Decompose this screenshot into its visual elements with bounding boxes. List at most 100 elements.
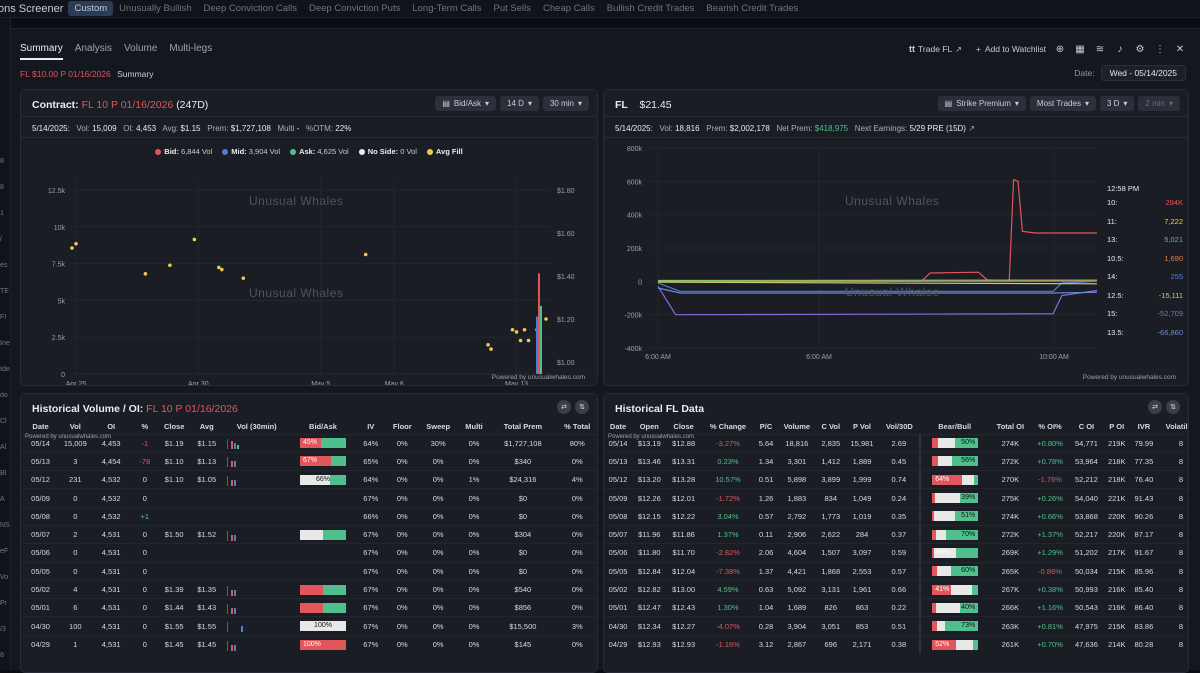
strike-premium-select[interactable]: ▤Strike Premium▾: [938, 96, 1026, 111]
tab-multi-legs[interactable]: Multi-legs: [169, 43, 212, 60]
add-circle-icon[interactable]: ⊕: [1054, 43, 1066, 55]
more-icon[interactable]: ⋮: [1154, 43, 1166, 55]
column-header[interactable]: Volatility: [1158, 420, 1189, 434]
column-header[interactable]: C Vol: [817, 420, 845, 434]
column-header[interactable]: P OI: [1104, 420, 1130, 434]
column-header[interactable]: % Total: [555, 420, 598, 434]
tab-deep-conviction-puts[interactable]: Deep Conviction Puts: [303, 1, 406, 16]
column-header[interactable]: % OI%: [1031, 420, 1069, 434]
bidask-select[interactable]: ▤Bid/Ask▾: [435, 96, 496, 111]
column-header[interactable]: %: [132, 420, 158, 434]
column-header[interactable]: P Vol: [845, 420, 879, 434]
column-header[interactable]: Multi: [458, 420, 491, 434]
interval-select[interactable]: 2 min▾: [1138, 96, 1180, 111]
table-cell: 3,899: [817, 471, 845, 489]
external-link-icon[interactable]: ↗: [968, 124, 975, 133]
column-header[interactable]: Open: [632, 420, 666, 434]
chart-icon: ▤: [442, 99, 450, 108]
calculator-icon[interactable]: ▦: [1074, 43, 1086, 55]
most-trades-select[interactable]: Most Trades▾: [1030, 96, 1096, 111]
column-header[interactable]: OI: [91, 420, 132, 434]
legend-item[interactable]: Ask: 4,625 Vol: [290, 147, 349, 156]
tab-unusually-bullish[interactable]: Unusually Bullish: [113, 1, 197, 16]
column-header[interactable]: Vol (30min): [223, 420, 290, 434]
legend-item[interactable]: Mid: 3,904 Vol: [222, 147, 280, 156]
tab-put-sells[interactable]: Put Sells: [488, 1, 538, 16]
column-header[interactable]: Volume: [777, 420, 817, 434]
bid-segment: [300, 585, 323, 595]
filter-icon[interactable]: ⇄: [1148, 400, 1162, 414]
column-header[interactable]: Close: [666, 420, 700, 434]
date-value[interactable]: Wed - 05/14/2025: [1101, 65, 1186, 81]
tab-custom[interactable]: Custom: [68, 1, 113, 16]
tab-deep-conviction-calls[interactable]: Deep Conviction Calls: [198, 1, 303, 16]
legend-item[interactable]: No Side: 0 Vol: [359, 147, 417, 156]
legend-item[interactable]: Bid: 6,844 Vol: [155, 147, 212, 156]
column-header[interactable]: Vol/30D: [879, 420, 919, 434]
close-icon[interactable]: ✕: [1174, 43, 1186, 55]
sort-icon[interactable]: ⇅: [1166, 400, 1180, 414]
add-watchlist-button[interactable]: + Add to Watchlist: [976, 44, 1046, 54]
tab-analysis[interactable]: Analysis: [75, 43, 112, 60]
column-header[interactable]: Close: [158, 420, 191, 434]
column-header[interactable]: Total Prem: [490, 420, 555, 434]
range-select[interactable]: 14 D▾: [500, 96, 539, 111]
tab-bearish-credit-trades[interactable]: Bearish Credit Trades: [700, 1, 804, 16]
column-header[interactable]: % Change: [701, 420, 755, 434]
column-header[interactable]: IVR: [1130, 420, 1158, 434]
column-header[interactable]: Vol: [60, 420, 90, 434]
settings-icon[interactable]: ⚙: [1134, 43, 1146, 55]
tab-cheap-calls[interactable]: Cheap Calls: [537, 1, 601, 16]
bell-icon[interactable]: ♪: [1114, 43, 1126, 55]
flag-icon[interactable]: ≋: [1094, 43, 1106, 55]
tab-summary[interactable]: Summary: [20, 43, 63, 60]
column-header[interactable]: Bear/Bull: [920, 420, 990, 434]
legend-item[interactable]: Avg Fill: [427, 147, 463, 156]
tab-bullish-credit-trades[interactable]: Bullish Credit Trades: [601, 1, 701, 16]
column-header[interactable]: Total OI: [990, 420, 1031, 434]
table-cell: 1,507: [817, 544, 845, 562]
ask-segment: [323, 530, 346, 540]
column-header[interactable]: Date: [21, 420, 60, 434]
column-header[interactable]: C OI: [1069, 420, 1103, 434]
column-header[interactable]: IV: [356, 420, 386, 434]
column-header[interactable]: Date: [604, 420, 632, 434]
filter-icon[interactable]: ⇄: [557, 400, 571, 414]
column-header[interactable]: Bid/Ask: [290, 420, 355, 434]
column-header[interactable]: Sweep: [419, 420, 458, 434]
column-header[interactable]: Floor: [386, 420, 419, 434]
trade-button[interactable]: tt Trade FL ↗: [909, 44, 962, 54]
range-select[interactable]: 3 D▾: [1100, 96, 1134, 111]
column-header[interactable]: Avg: [190, 420, 223, 434]
contract-title: Contract: FL 10 P 01/16/2026 (247D): [32, 99, 208, 111]
tab-long-term-calls[interactable]: Long-Term Calls: [406, 1, 487, 16]
sort-icon[interactable]: ⇅: [575, 400, 589, 414]
table-cell: 4: [60, 580, 90, 598]
tab-volume[interactable]: Volume: [124, 43, 157, 60]
column-header[interactable]: P/C: [755, 420, 777, 434]
interval-select[interactable]: 30 min▾: [543, 96, 589, 111]
watermark: Unusual Whales: [249, 286, 343, 300]
